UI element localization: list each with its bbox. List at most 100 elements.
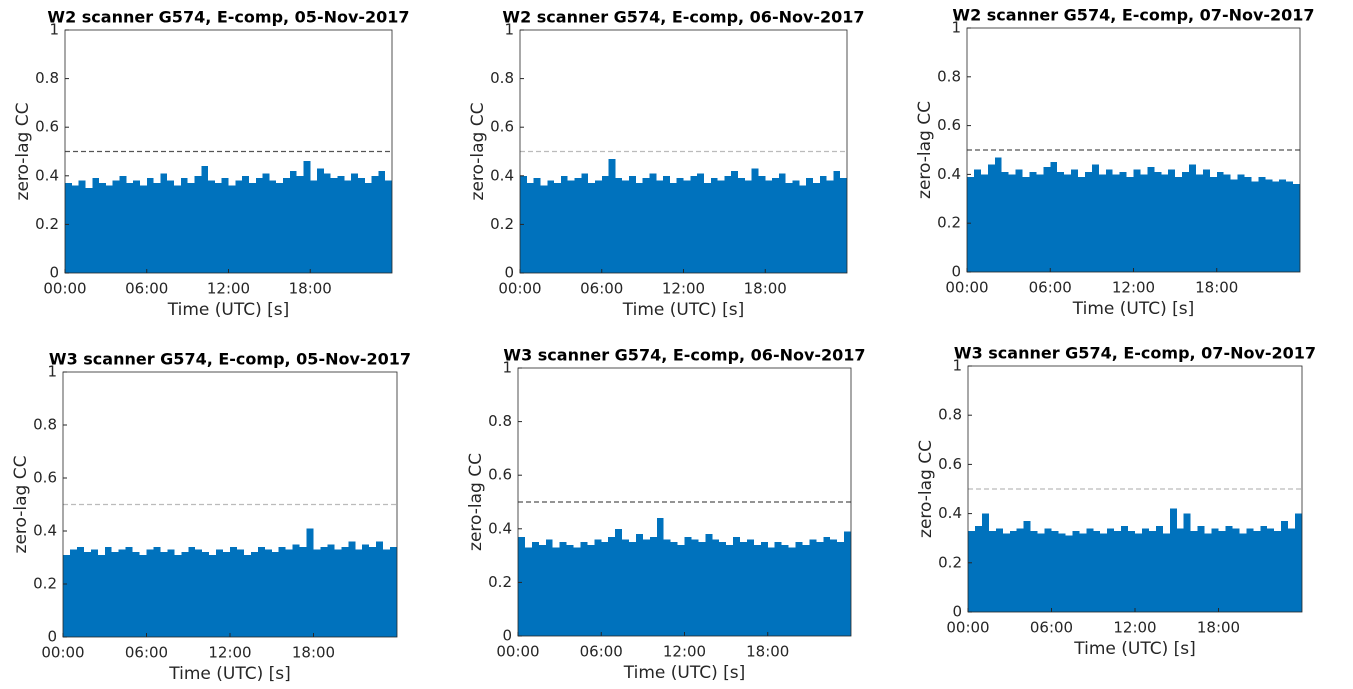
x-tick-label: 18:00	[1197, 619, 1240, 637]
bar	[201, 166, 209, 273]
y-tick-label: 0.2	[938, 553, 962, 571]
subplot: 0 0.2 0.4 0.6 0.8 1 00:00 06:00 12:00 18:00 W3 sca…	[466, 346, 866, 684]
bar	[1223, 174, 1231, 272]
bar	[1190, 530, 1198, 612]
bar	[1079, 533, 1087, 612]
x-axis-label: Time (UTC) [s]	[1072, 299, 1195, 319]
bar	[276, 183, 283, 273]
y-axis-label: zero-lag CC	[11, 456, 31, 554]
y-tick-label: 0.8	[938, 406, 962, 424]
bar	[819, 175, 827, 273]
bar	[351, 173, 358, 273]
bar	[587, 544, 595, 636]
bar	[334, 549, 342, 637]
bar	[812, 183, 820, 273]
bar	[767, 547, 775, 636]
y-tick-label: 1	[49, 21, 59, 39]
bar	[278, 546, 286, 637]
bar	[289, 170, 297, 273]
bar	[97, 554, 105, 637]
bar	[518, 536, 525, 636]
x-tick-label: 18:00	[292, 644, 335, 662]
x-tick-label: 00:00	[945, 279, 988, 297]
bar	[310, 180, 318, 273]
bar	[988, 530, 996, 612]
bar	[1141, 528, 1149, 612]
bar	[785, 183, 793, 273]
x-axis-label: Time (UTC) [s]	[167, 300, 290, 320]
bar	[968, 530, 975, 612]
bar	[1100, 533, 1108, 612]
y-tick-label: 0	[49, 264, 59, 282]
bar	[344, 180, 352, 273]
bar	[826, 180, 834, 273]
bar	[119, 175, 127, 273]
bar	[264, 549, 272, 637]
bar	[830, 539, 838, 636]
bar	[214, 183, 222, 273]
bar	[146, 178, 154, 273]
bar	[1154, 171, 1162, 272]
bar	[269, 180, 277, 273]
x-tick-label: 18:00	[744, 280, 787, 298]
bar	[355, 549, 363, 637]
y-tick-label: 0.2	[33, 575, 57, 593]
bar	[656, 518, 664, 636]
y-tick-label: 1	[47, 363, 57, 381]
bar	[1195, 174, 1203, 272]
bar	[1239, 533, 1247, 612]
bar	[1098, 174, 1106, 272]
y-tick-label: 0	[952, 603, 962, 621]
bar	[1258, 176, 1266, 272]
bar	[1093, 530, 1101, 612]
y-tick-label: 1	[951, 19, 961, 37]
y-tick-label: 0.8	[488, 412, 512, 430]
bar	[188, 546, 196, 637]
bar	[1058, 533, 1066, 612]
bar	[1008, 174, 1016, 272]
bar	[146, 549, 154, 637]
bar	[1036, 174, 1044, 272]
y-tick-label: 0	[47, 628, 57, 646]
subplot: 0 0.2 0.4 0.6 0.8 1 00:00 06:00 12:00 18:00 W2 sca…	[468, 8, 865, 321]
bar	[1244, 176, 1252, 272]
bar	[313, 549, 321, 637]
bar	[1281, 520, 1289, 612]
bar	[1071, 169, 1078, 272]
bar	[1057, 171, 1065, 272]
bar	[608, 158, 616, 273]
bar	[125, 546, 133, 637]
x-tick-label: 06:00	[1030, 619, 1073, 637]
bar	[758, 175, 766, 273]
bar	[622, 180, 629, 273]
bar	[1133, 169, 1141, 272]
bar	[1183, 513, 1191, 612]
bar	[799, 185, 807, 273]
chart-title: W2 scanner G574, E-comp, 06-Nov-2017	[502, 8, 864, 27]
y-axis-label: zero-lag CC	[466, 453, 486, 551]
bar	[306, 528, 314, 637]
bar	[774, 542, 782, 636]
bar	[533, 178, 541, 273]
bar	[629, 175, 636, 273]
bar	[629, 542, 636, 636]
bar	[778, 173, 786, 273]
y-tick-label: 0.6	[490, 118, 514, 136]
y-tick-label: 0.4	[33, 522, 57, 540]
bar	[69, 549, 77, 637]
bar	[1050, 162, 1058, 272]
y-axis-label: zero-lag CC	[13, 103, 33, 201]
bar	[840, 178, 847, 273]
x-tick-label: 18:00	[746, 643, 789, 661]
bar	[1260, 525, 1268, 612]
bar	[833, 170, 841, 273]
x-tick-label: 12:00	[208, 644, 251, 662]
bar	[1086, 528, 1094, 612]
y-tick-label: 0.4	[35, 166, 59, 184]
bar	[670, 542, 678, 636]
y-tick-label: 0.2	[937, 214, 961, 232]
y-tick-label: 0	[951, 263, 961, 281]
bar	[574, 178, 582, 273]
bar	[194, 175, 202, 273]
bar	[1189, 164, 1196, 272]
